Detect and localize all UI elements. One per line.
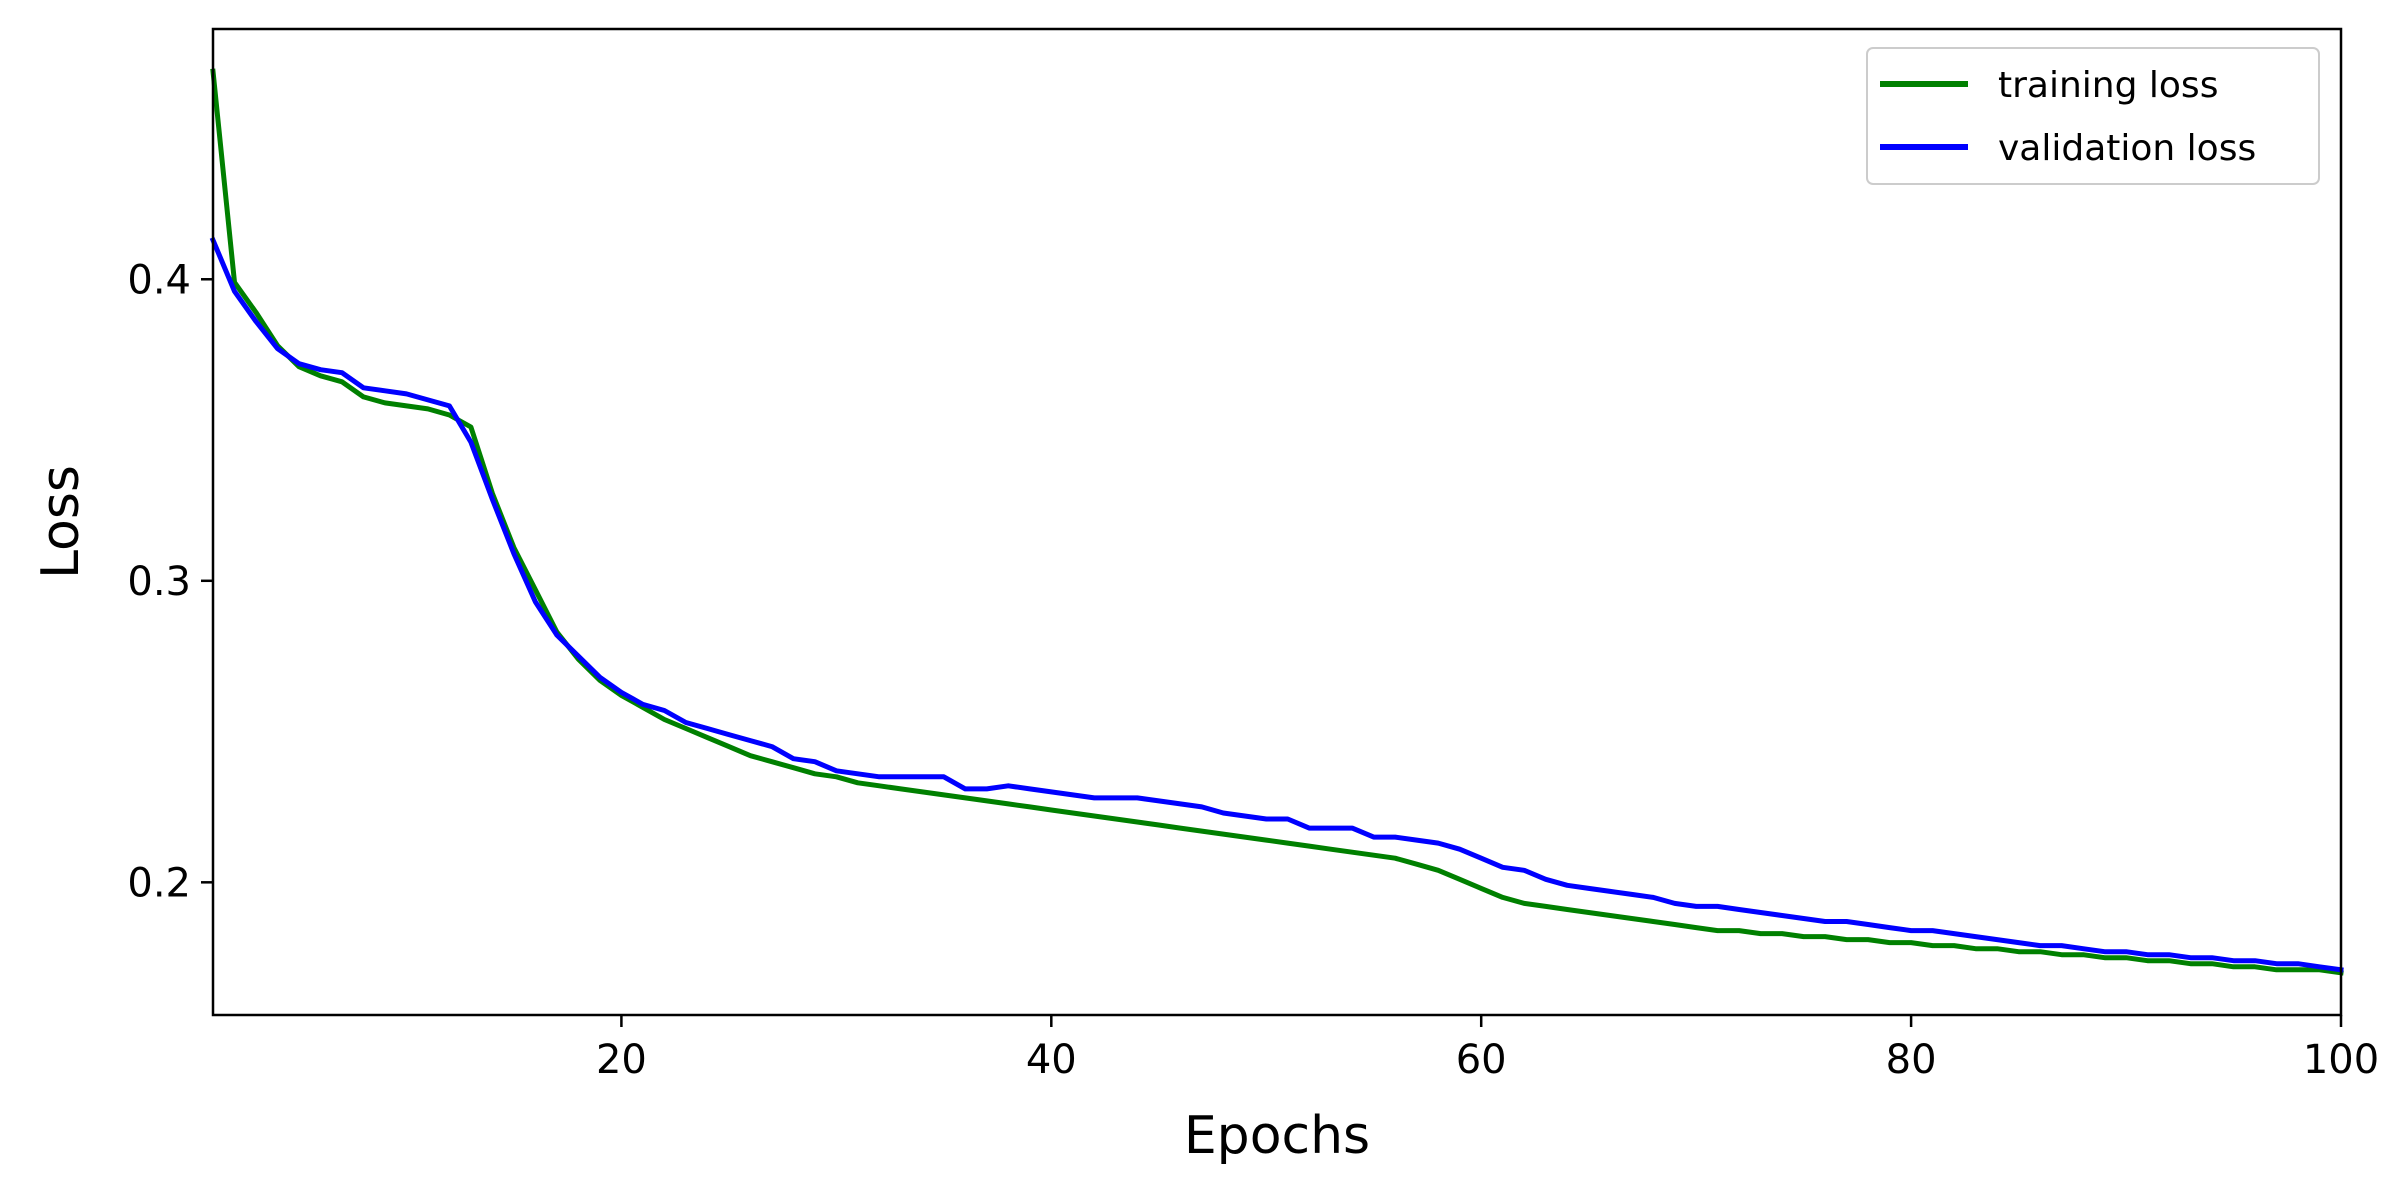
plot-area-frame bbox=[211, 27, 2343, 1017]
y-axis-label: Loss bbox=[31, 465, 91, 579]
x-tick-label: 100 bbox=[2303, 1037, 2379, 1083]
x-axis-label: Epochs bbox=[1184, 1106, 1370, 1166]
x-tick-label: 40 bbox=[1026, 1037, 1077, 1083]
legend-label-validation-loss: validation loss bbox=[1998, 128, 2256, 169]
legend: training loss validation loss bbox=[1866, 47, 2320, 185]
y-tick-label: 0.2 bbox=[127, 860, 191, 906]
legend-label-training-loss: training loss bbox=[1998, 65, 2218, 106]
y-tick-label: 0.3 bbox=[127, 559, 191, 605]
x-tick-label: 80 bbox=[1886, 1037, 1937, 1083]
x-tick-label: 60 bbox=[1456, 1037, 1507, 1083]
y-axis-ticks: 0.2 0.3 0.4 bbox=[127, 257, 213, 906]
series-lines bbox=[209, 68, 2344, 976]
legend-box bbox=[1866, 47, 2320, 185]
y-tick-label: 0.4 bbox=[127, 257, 191, 303]
x-axis-ticks: 20 40 60 80 100 bbox=[596, 1015, 2379, 1083]
series-line-validation-loss bbox=[209, 236, 2344, 973]
x-tick-label: 20 bbox=[596, 1037, 647, 1083]
